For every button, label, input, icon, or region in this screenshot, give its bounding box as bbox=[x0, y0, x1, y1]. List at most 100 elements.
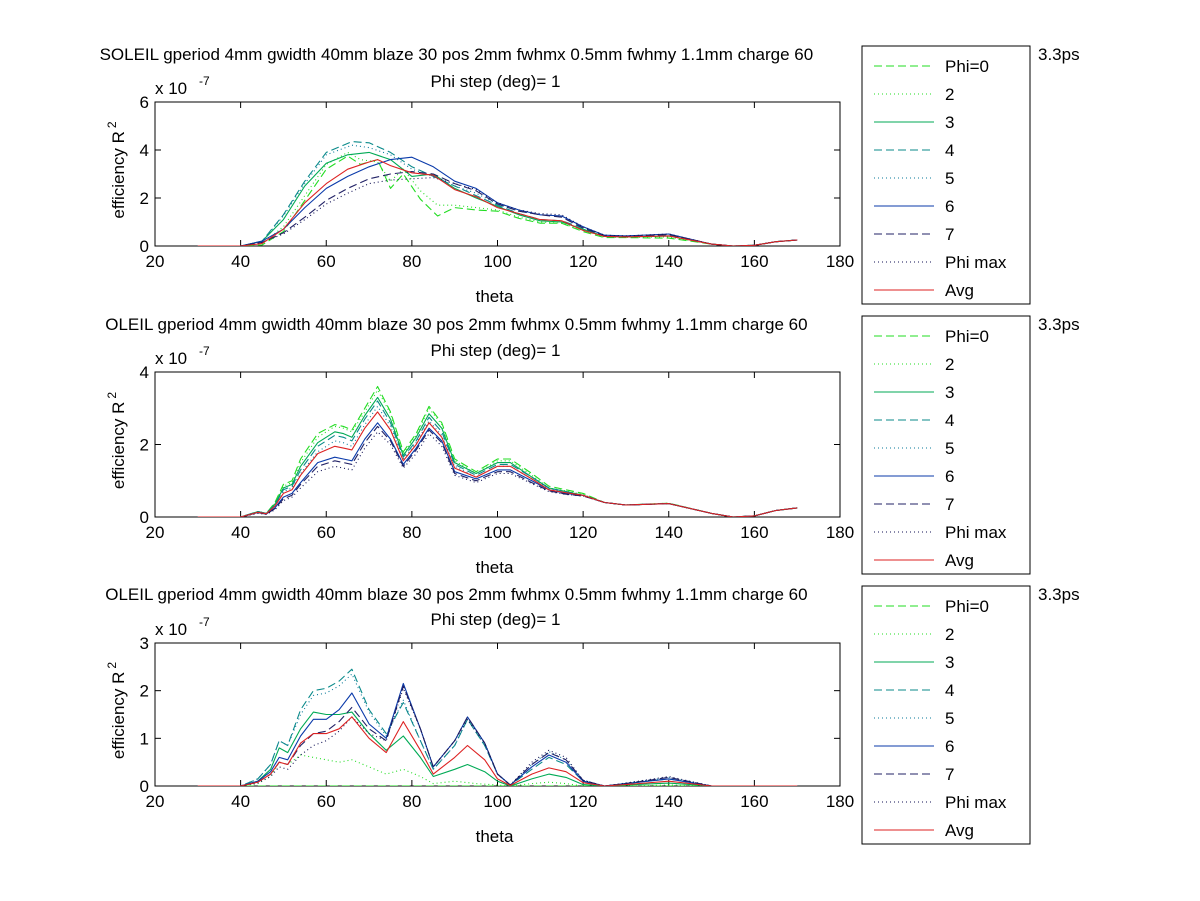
y-axis-label-text: efficiency R bbox=[109, 402, 128, 490]
legend-entry-label: Phi max bbox=[945, 253, 1007, 272]
legend-entry-label: 2 bbox=[945, 85, 954, 104]
y-axis-label-superscript: 2 bbox=[105, 392, 119, 399]
chart-title-tail: 3.3ps bbox=[1038, 315, 1080, 334]
legend-entry-label: 7 bbox=[945, 765, 954, 784]
series-line-1 bbox=[197, 155, 798, 246]
y-tick-label: 2 bbox=[140, 682, 149, 701]
x-tick-label: 140 bbox=[655, 792, 683, 811]
y-axis-label-text: efficiency R bbox=[109, 131, 128, 219]
legend-entry-label: Phi max bbox=[945, 523, 1007, 542]
series-line-2 bbox=[197, 754, 798, 786]
y-tick-label: 4 bbox=[140, 363, 149, 382]
series-line-4 bbox=[197, 141, 798, 246]
x-axis-label: theta bbox=[476, 827, 514, 846]
y-axis-label-superscript: 2 bbox=[105, 121, 119, 128]
y-exponent-power: -7 bbox=[199, 344, 210, 358]
x-tick-label: 180 bbox=[826, 523, 854, 542]
legend-box bbox=[861, 45, 1031, 305]
y-tick-label: 0 bbox=[140, 508, 149, 527]
chart-subtitle: Phi step (deg)= 1 bbox=[431, 610, 561, 629]
series-line-9 bbox=[197, 411, 798, 517]
x-tick-label: 160 bbox=[740, 792, 768, 811]
legend-entry-label: Avg bbox=[945, 821, 974, 840]
legend-entry-label: Avg bbox=[945, 551, 974, 570]
chart-panel-1: 20 40 60 80 100 120 140 160 180 0 2 4 6 x 10 -7 theta ef… bbox=[100, 45, 1080, 306]
series-line-5 bbox=[197, 673, 798, 786]
y-tick-label: 3 bbox=[140, 634, 149, 653]
x-tick-label: 80 bbox=[402, 792, 421, 811]
y-exponent-base: x 10 bbox=[155, 349, 187, 368]
y-exponent-base: x 10 bbox=[155, 79, 187, 98]
series-line-3 bbox=[197, 711, 798, 786]
y-tick-label: 2 bbox=[140, 436, 149, 455]
series-line-2 bbox=[197, 151, 798, 246]
legend-entry-label: 5 bbox=[945, 709, 954, 728]
chart-subtitle: Phi step (deg)= 1 bbox=[431, 72, 561, 91]
chart-title: SOLEIL gperiod 4mm gwidth 40mm blaze 30 … bbox=[100, 45, 814, 64]
series-line-7 bbox=[197, 425, 798, 517]
chart-title-tail: 3.3ps bbox=[1038, 45, 1080, 64]
legend-entry-label: Phi=0 bbox=[945, 327, 989, 346]
series-group bbox=[197, 385, 798, 517]
y-axis-label: efficiency R 2 bbox=[105, 662, 128, 760]
y-tick-label: 6 bbox=[140, 93, 149, 112]
x-axis-label: theta bbox=[476, 287, 514, 306]
x-tick-label: 120 bbox=[569, 523, 597, 542]
x-tick-label: 60 bbox=[317, 792, 336, 811]
legend-entry-label: Phi max bbox=[945, 793, 1007, 812]
x-tick-label: 40 bbox=[231, 252, 250, 271]
legend-entry-label: 2 bbox=[945, 355, 954, 374]
chart-title-tail: 3.3ps bbox=[1038, 585, 1080, 604]
x-tick-label: 140 bbox=[655, 523, 683, 542]
legend-entry-label: Phi=0 bbox=[945, 57, 989, 76]
legend-entry-label: Avg bbox=[945, 281, 974, 300]
x-tick-label: 60 bbox=[317, 252, 336, 271]
y-tick-label: 2 bbox=[140, 189, 149, 208]
y-exponent-power: -7 bbox=[199, 74, 210, 88]
legend-entry-label: 7 bbox=[945, 495, 954, 514]
legend-entry-label: 7 bbox=[945, 225, 954, 244]
chart-title: OLEIL gperiod 4mm gwidth 40mm blaze 30 p… bbox=[105, 315, 807, 334]
chart-title: OLEIL gperiod 4mm gwidth 40mm blaze 30 p… bbox=[105, 585, 807, 604]
chart-panel-3: 20 40 60 80 100 120 140 160 180 0 1 2 3 x 10 -7 theta ef… bbox=[105, 585, 1080, 846]
legend-entry-label: 4 bbox=[945, 411, 954, 430]
legend: Phi=0 2 3 4 5 6 7 Phi max Avg bbox=[861, 45, 1031, 305]
x-tick-label: 120 bbox=[569, 252, 597, 271]
x-tick-label: 80 bbox=[402, 252, 421, 271]
x-tick-label: 180 bbox=[826, 792, 854, 811]
chart-panel-2: 20 40 60 80 100 120 140 160 180 0 2 4 x 10 -7 theta eff… bbox=[105, 315, 1080, 577]
legend-entry-label: 3 bbox=[945, 653, 954, 672]
legend-entry-label: 3 bbox=[945, 383, 954, 402]
x-tick-label: 120 bbox=[569, 792, 597, 811]
x-tick-label: 20 bbox=[146, 252, 165, 271]
x-axis-label: theta bbox=[476, 558, 514, 577]
legend: Phi=0 2 3 4 5 6 7 Phi max Avg bbox=[861, 585, 1031, 845]
series-line-8 bbox=[197, 177, 798, 246]
y-exponent-base: x 10 bbox=[155, 620, 187, 639]
x-tick-label: 140 bbox=[655, 252, 683, 271]
x-tick-label: 160 bbox=[740, 252, 768, 271]
y-exponent-power: -7 bbox=[199, 615, 210, 629]
x-tick-label: 60 bbox=[317, 523, 336, 542]
legend-entry-label: 5 bbox=[945, 439, 954, 458]
series-line-6 bbox=[197, 682, 798, 786]
y-axis-label: efficiency R 2 bbox=[105, 121, 128, 219]
legend-entry-label: 6 bbox=[945, 197, 954, 216]
x-tick-label: 20 bbox=[146, 523, 165, 542]
y-tick-label: 0 bbox=[140, 777, 149, 796]
y-axis-label: efficiency R 2 bbox=[105, 392, 128, 490]
legend-entry-label: Phi=0 bbox=[945, 597, 989, 616]
x-tick-label: 160 bbox=[740, 523, 768, 542]
series-line-9 bbox=[197, 716, 798, 786]
series-group bbox=[197, 141, 798, 246]
legend-entry-label: 3 bbox=[945, 113, 954, 132]
legend-entry-label: 2 bbox=[945, 625, 954, 644]
series-line-9 bbox=[197, 159, 798, 246]
legend-entry-label: 5 bbox=[945, 169, 954, 188]
chart-subtitle: Phi step (deg)= 1 bbox=[431, 341, 561, 360]
legend-entry-label: 6 bbox=[945, 737, 954, 756]
x-tick-label: 20 bbox=[146, 792, 165, 811]
legend-box bbox=[861, 585, 1031, 845]
x-tick-label: 180 bbox=[826, 252, 854, 271]
